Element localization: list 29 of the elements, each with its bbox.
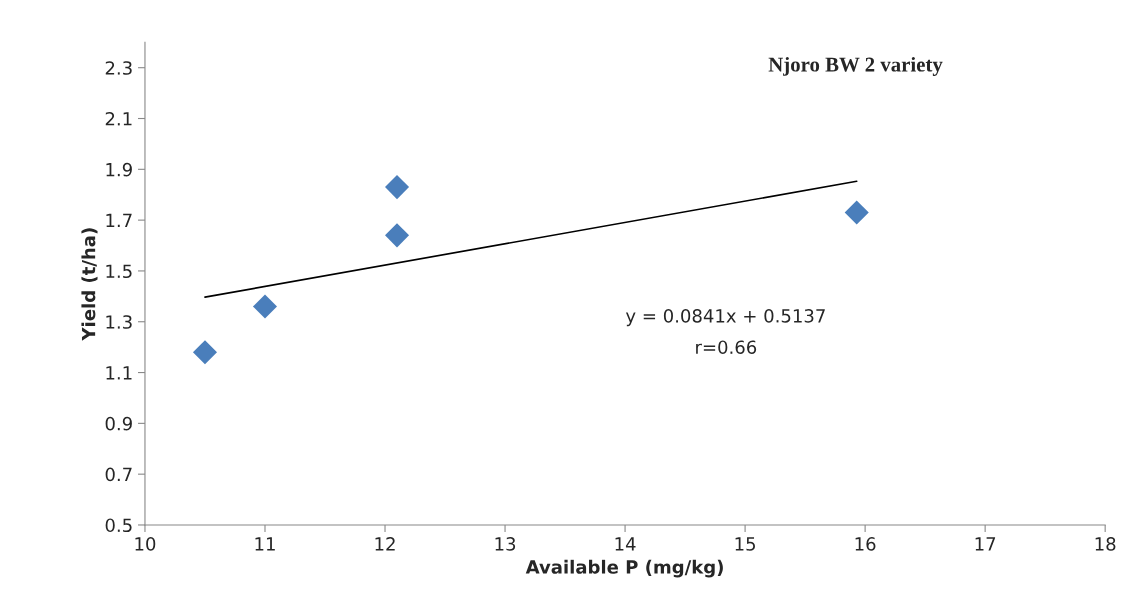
x-tick-label: 13: [495, 537, 516, 551]
annotation: y = 0.0841x + 0.5137: [625, 309, 825, 327]
y-tick-label: 1.9: [106, 162, 132, 177]
point: [252, 294, 278, 319]
point: [384, 175, 410, 200]
y-tick-label: 1.1: [106, 366, 132, 380]
point: [384, 223, 410, 248]
x-tick-label: 17: [975, 537, 996, 551]
x-tick-label: 14: [615, 537, 636, 551]
point: [192, 340, 218, 365]
y-tick-label: 1.3: [106, 315, 132, 329]
x-tick-label: 18: [1095, 537, 1116, 551]
point: [844, 200, 869, 225]
text: Njoro BW 2 variety: [768, 56, 943, 76]
y-tick-label: 0.7: [105, 467, 132, 482]
x-tick-label: 11: [255, 537, 275, 551]
x-axis-title: Available P (mg/kg): [525, 559, 723, 578]
y-tick-label: 2.1: [105, 111, 132, 126]
annotation: r=0.66: [696, 340, 757, 355]
y-tick-label: 2.3: [105, 61, 132, 75]
x-tick-label: 16: [855, 537, 876, 551]
y-tick-label: 0.9: [105, 416, 132, 431]
x-tick-label: 10: [135, 537, 156, 551]
y-axis-title: Yield (t/ha): [81, 228, 98, 341]
x-tick-label: 15: [735, 537, 755, 551]
y-tick-label: 1.5: [106, 264, 132, 279]
y-tick-label: 1.7: [106, 213, 132, 227]
x-tick-label: 12: [375, 537, 395, 551]
y-tick-label: 0.5: [105, 518, 132, 533]
